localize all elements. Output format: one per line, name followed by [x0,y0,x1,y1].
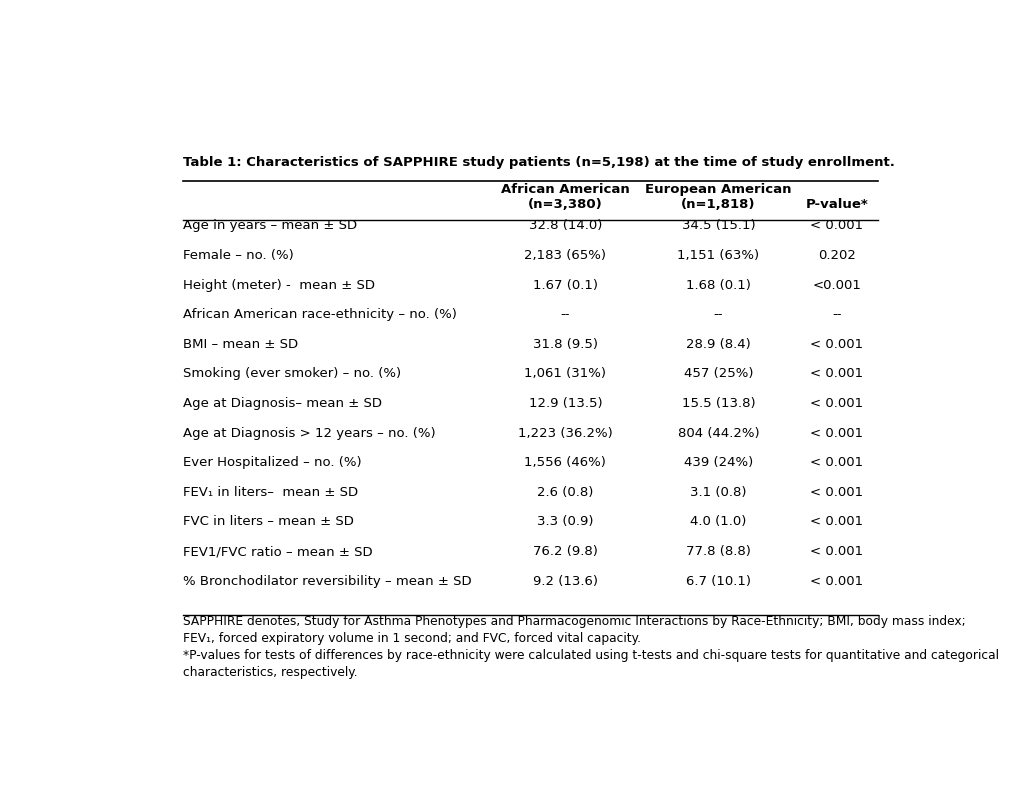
Text: 804 (44.2%): 804 (44.2%) [677,426,758,440]
Text: 77.8 (8.8): 77.8 (8.8) [686,545,750,558]
Text: 3.3 (0.9): 3.3 (0.9) [537,515,593,529]
Text: 76.2 (9.8): 76.2 (9.8) [533,545,597,558]
Text: < 0.001: < 0.001 [809,367,862,381]
Text: Age in years – mean ± SD: Age in years – mean ± SD [182,219,357,232]
Text: (n=3,380): (n=3,380) [528,198,602,211]
Text: 1.67 (0.1): 1.67 (0.1) [532,278,597,292]
Text: characteristics, respectively.: characteristics, respectively. [182,666,357,679]
Text: *P-values for tests of differences by race-ethnicity were calculated using t-tes: *P-values for tests of differences by ra… [182,649,998,662]
Text: 1.68 (0.1): 1.68 (0.1) [686,278,750,292]
Text: < 0.001: < 0.001 [809,545,862,558]
Text: 31.8 (9.5): 31.8 (9.5) [532,338,597,351]
Text: 28.9 (8.4): 28.9 (8.4) [686,338,750,351]
Text: % Bronchodilator reversibility – mean ± SD: % Bronchodilator reversibility – mean ± … [182,574,471,588]
Text: 1,223 (36.2%): 1,223 (36.2%) [518,426,612,440]
Text: European American: European American [645,184,791,196]
Text: 2,183 (65%): 2,183 (65%) [524,249,606,262]
Text: 3.1 (0.8): 3.1 (0.8) [690,485,746,499]
Text: 1,151 (63%): 1,151 (63%) [677,249,759,262]
Text: < 0.001: < 0.001 [809,338,862,351]
Text: Age at Diagnosis– mean ± SD: Age at Diagnosis– mean ± SD [182,397,381,410]
Text: 32.8 (14.0): 32.8 (14.0) [528,219,601,232]
Text: Age at Diagnosis > 12 years – no. (%): Age at Diagnosis > 12 years – no. (%) [182,426,435,440]
Text: < 0.001: < 0.001 [809,219,862,232]
Text: African American: African American [500,184,629,196]
Text: 9.2 (13.6): 9.2 (13.6) [532,574,597,588]
Text: --: -- [713,308,722,322]
Text: FEV1/FVC ratio – mean ± SD: FEV1/FVC ratio – mean ± SD [182,545,372,558]
Text: 6.7 (10.1): 6.7 (10.1) [686,574,750,588]
Text: 2.6 (0.8): 2.6 (0.8) [537,485,593,499]
Text: < 0.001: < 0.001 [809,574,862,588]
Text: 15.5 (13.8): 15.5 (13.8) [681,397,754,410]
Text: <0.001: <0.001 [811,278,860,292]
Text: < 0.001: < 0.001 [809,485,862,499]
Text: African American race-ethnicity – no. (%): African American race-ethnicity – no. (%… [182,308,457,322]
Text: Ever Hospitalized – no. (%): Ever Hospitalized – no. (%) [182,456,361,469]
Text: FVC in liters – mean ± SD: FVC in liters – mean ± SD [182,515,354,529]
Text: 1,061 (31%): 1,061 (31%) [524,367,606,381]
Text: Table 1: Characteristics of SAPPHIRE study patients (n=5,198) at the time of stu: Table 1: Characteristics of SAPPHIRE stu… [182,155,894,169]
Text: 4.0 (1.0): 4.0 (1.0) [690,515,746,529]
Text: FEV₁, forced expiratory volume in 1 second; and FVC, forced vital capacity.: FEV₁, forced expiratory volume in 1 seco… [182,632,640,645]
Text: 457 (25%): 457 (25%) [683,367,752,381]
Text: --: -- [560,308,570,322]
Text: < 0.001: < 0.001 [809,456,862,469]
Text: < 0.001: < 0.001 [809,515,862,529]
Text: BMI – mean ± SD: BMI – mean ± SD [182,338,298,351]
Text: 0.202: 0.202 [817,249,855,262]
Text: 34.5 (15.1): 34.5 (15.1) [681,219,754,232]
Text: 1,556 (46%): 1,556 (46%) [524,456,605,469]
Text: 12.9 (13.5): 12.9 (13.5) [528,397,601,410]
Text: P-value*: P-value* [805,198,867,211]
Text: FEV₁ in liters–  mean ± SD: FEV₁ in liters– mean ± SD [182,485,358,499]
Text: --: -- [832,308,841,322]
Text: < 0.001: < 0.001 [809,426,862,440]
Text: < 0.001: < 0.001 [809,397,862,410]
Text: (n=1,818): (n=1,818) [681,198,755,211]
Text: SAPPHIRE denotes, Study for Asthma Phenotypes and Pharmacogenomic Interactions b: SAPPHIRE denotes, Study for Asthma Pheno… [182,615,965,628]
Text: Smoking (ever smoker) – no. (%): Smoking (ever smoker) – no. (%) [182,367,400,381]
Text: Female – no. (%): Female – no. (%) [182,249,293,262]
Text: 439 (24%): 439 (24%) [683,456,752,469]
Text: Height (meter) -  mean ± SD: Height (meter) - mean ± SD [182,278,374,292]
